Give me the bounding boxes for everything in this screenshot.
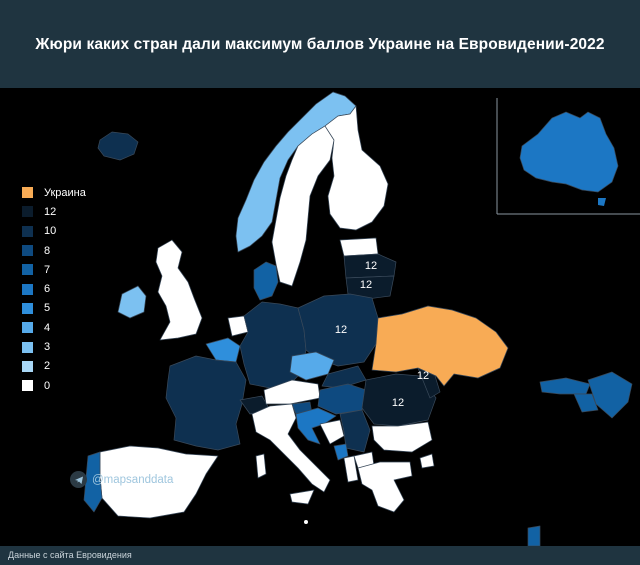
country-finland [324, 105, 389, 231]
legend-item: Украина [22, 183, 86, 202]
header-bar: Жюри каких стран дали максимум баллов Ук… [0, 0, 640, 88]
country-australia [519, 111, 619, 193]
legend-swatch [22, 283, 33, 295]
legend-swatch [22, 380, 33, 392]
legend-swatch [22, 360, 33, 372]
country-bulgaria [371, 421, 433, 453]
legend-swatch [22, 302, 33, 314]
legend-item: 6 [22, 279, 86, 298]
country-turkey-europe [419, 453, 435, 469]
legend-label: 0 [44, 379, 51, 392]
label-romania-12: 12 [392, 397, 404, 409]
legend-label: 2 [44, 360, 51, 373]
legend-item: 3 [22, 337, 86, 356]
country-armenia [573, 393, 599, 413]
label-latvia-12: 12 [365, 260, 377, 272]
page-title: Жюри каких стран дали максимум баллов Ук… [35, 36, 605, 53]
country-bosnia [319, 419, 345, 445]
country-germany [239, 301, 307, 389]
legend-item: 2 [22, 357, 86, 376]
country-lithuania [345, 275, 395, 301]
legend-item: 5 [22, 299, 86, 318]
island-sicily [289, 489, 315, 505]
europe-map: 12 12 12 12 12 [83, 91, 640, 546]
country-denmark [253, 261, 279, 301]
legend-label: 6 [44, 283, 51, 296]
legend-swatch [22, 322, 33, 334]
handle-text: @mapsanddata [92, 473, 174, 486]
country-croatia [295, 407, 337, 445]
country-slovakia [321, 365, 367, 389]
label-poland-12: 12 [335, 324, 347, 336]
legend-label: 8 [44, 244, 51, 257]
country-estonia [339, 237, 379, 257]
country-cyprus [527, 525, 541, 546]
legend-label: 5 [44, 302, 51, 315]
country-iceland [97, 131, 139, 161]
footer-bar: Данные с сайта Евровидения [0, 546, 640, 565]
country-poland [297, 293, 379, 367]
country-hungary [317, 383, 367, 415]
island-sardinia [255, 453, 267, 479]
country-malta [304, 520, 308, 524]
country-italy [251, 403, 331, 493]
country-uk [155, 239, 203, 341]
country-albania [343, 455, 359, 483]
legend-item: 8 [22, 241, 86, 260]
legend-label: 3 [44, 341, 51, 354]
telegram-icon [70, 471, 87, 488]
country-ireland [117, 285, 147, 319]
country-azerbaijan [587, 371, 633, 419]
legend-label: Украина [44, 186, 86, 199]
country-france [165, 355, 247, 451]
label-moldova-12: 12 [417, 370, 429, 382]
legend-item: 7 [22, 260, 86, 279]
legend-item: 4 [22, 318, 86, 337]
legend-item: 10 [22, 222, 86, 241]
legend-swatch [22, 341, 33, 353]
legend-label: 10 [44, 225, 57, 238]
legend-swatch [22, 264, 33, 276]
country-georgia [539, 377, 591, 395]
label-lithuania-12: 12 [360, 279, 372, 291]
country-ukraine [371, 305, 509, 387]
legend-swatch [22, 225, 33, 237]
legend-swatch [22, 206, 33, 218]
country-latvia [343, 253, 397, 279]
map-legend: Украина 12 10 8 7 6 5 4 3 2 0 [22, 183, 86, 395]
legend-label: 12 [44, 205, 57, 218]
legend-item: 0 [22, 376, 86, 395]
country-romania [361, 373, 437, 427]
legend-label: 4 [44, 321, 51, 334]
legend-label: 7 [44, 263, 51, 276]
legend-item: 12 [22, 202, 86, 221]
country-serbia [339, 409, 371, 453]
country-greece [357, 461, 413, 513]
author-handle[interactable]: @mapsanddata [70, 471, 173, 488]
legend-swatch [22, 187, 33, 199]
country-montenegro [333, 443, 349, 461]
source-note: Данные с сайта Евровидения [8, 550, 132, 560]
island-tasmania [598, 198, 606, 206]
legend-swatch [22, 245, 33, 257]
country-belgium [205, 337, 241, 363]
